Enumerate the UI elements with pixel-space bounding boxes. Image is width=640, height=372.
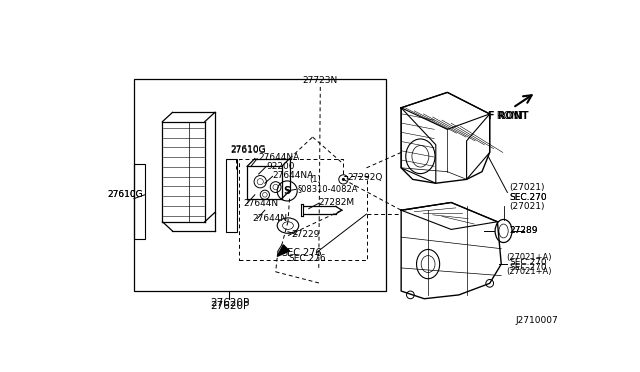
Text: 27620P: 27620P [210,298,249,308]
Text: (1): (1) [308,175,321,184]
Text: F RONT: F RONT [488,111,525,121]
Text: §08310-4082A: §08310-4082A [297,184,358,193]
Text: 27644NA: 27644NA [273,171,314,180]
Text: SEC.276: SEC.276 [282,247,323,257]
Bar [134,79,386,291]
Text: 27644NA: 27644NA [259,153,300,162]
Text: SEC.270: SEC.270 [509,258,547,267]
Bar [134,164,145,240]
Text: J2710007: J2710007 [516,316,559,325]
Text: 27610G: 27610G [108,190,143,199]
Text: (27021): (27021) [509,202,545,211]
Text: 27644N: 27644N [243,199,278,208]
Text: 92200: 92200 [266,162,295,171]
Text: 27644N: 27644N [253,214,287,223]
Polygon shape [277,245,289,256]
Circle shape [342,178,345,181]
Text: (27021+A): (27021+A) [506,267,552,276]
Text: SEC.270: SEC.270 [509,193,547,202]
Text: SEC.270: SEC.270 [509,193,547,202]
Text: 27620P: 27620P [210,301,249,311]
Text: 27610G: 27610G [230,147,266,155]
Text: 27723N: 27723N [303,76,338,85]
Text: SEC.276: SEC.276 [288,254,326,263]
Text: 27610G: 27610G [108,190,143,199]
Bar [227,158,237,232]
Text: 27292Q: 27292Q [348,173,383,182]
Text: 27289: 27289 [509,227,538,235]
Text: S: S [284,186,291,196]
Text: (27021+A): (27021+A) [506,253,552,262]
Text: 27229: 27229 [291,230,319,238]
Text: SEC.270: SEC.270 [509,263,547,272]
Text: (27021): (27021) [509,183,545,192]
Text: 27610G: 27610G [230,145,266,154]
Text: F RONT: F RONT [488,111,529,121]
Text: 27289: 27289 [509,227,538,235]
Text: 27282M: 27282M [319,198,355,207]
